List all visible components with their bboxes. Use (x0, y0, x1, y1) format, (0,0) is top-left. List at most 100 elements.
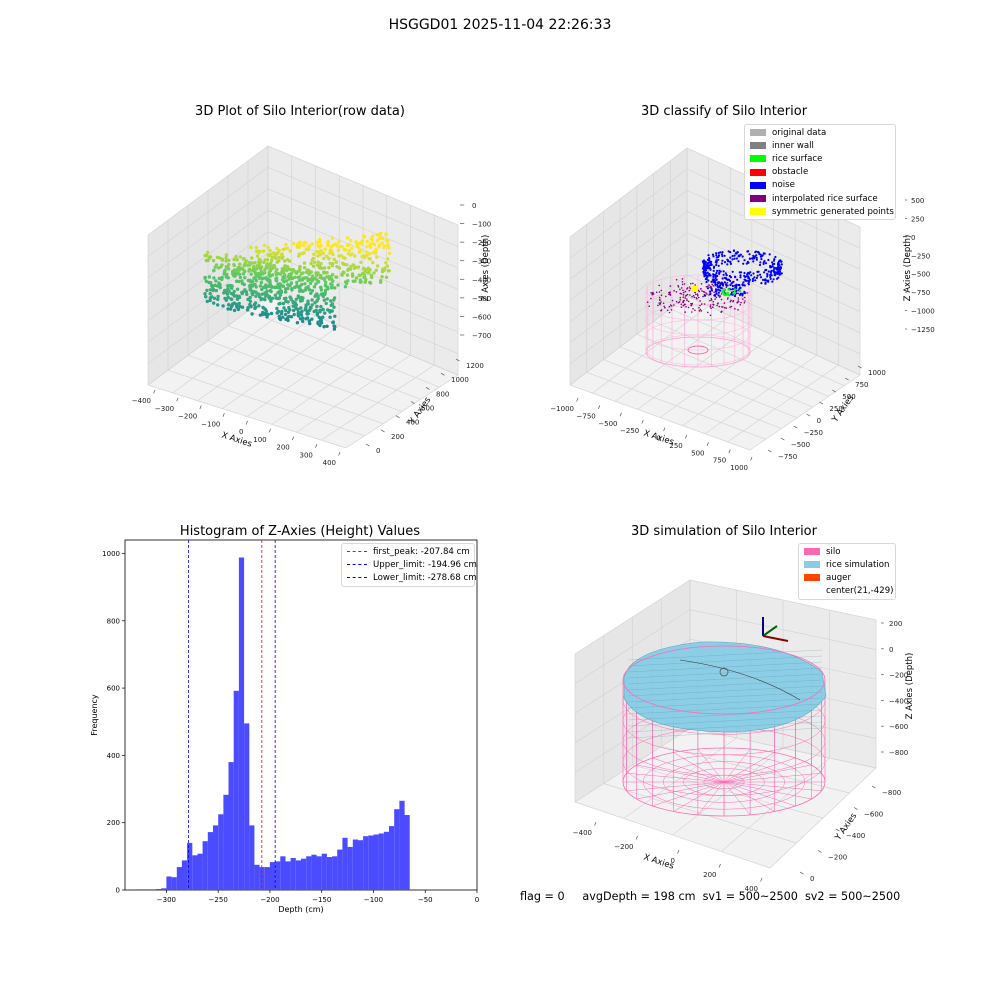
data-point (335, 265, 339, 269)
noise-point (717, 264, 720, 267)
interpolated-point (670, 309, 673, 311)
histogram-bar (140, 889, 146, 890)
noise-point (709, 263, 712, 267)
data-point (372, 243, 377, 247)
data-point (260, 277, 264, 281)
interpolated-point (692, 308, 694, 310)
data-point (330, 283, 334, 287)
interpolated-point (739, 304, 742, 306)
interpolated-point (710, 299, 713, 301)
noise-point (718, 286, 721, 289)
noise-point (710, 287, 713, 290)
noise-point (769, 266, 772, 269)
x-axis-tick (598, 405, 601, 410)
data-point (290, 288, 294, 292)
data-point (276, 296, 280, 301)
histogram-bar (202, 841, 208, 890)
floor-pane (575, 728, 876, 868)
data-point (310, 298, 314, 302)
data-point (263, 268, 267, 272)
noise-point (741, 292, 744, 295)
interpolated-point (712, 306, 714, 309)
gridline (147, 209, 459, 300)
x-axis-tick (677, 849, 680, 854)
interpolated-point (703, 291, 706, 293)
data-point (363, 269, 367, 274)
histogram-bar (373, 834, 379, 890)
interpolated-point (665, 295, 667, 298)
data-point (230, 286, 234, 290)
gridline (569, 253, 861, 343)
x-axis-tick-label: 250 (669, 442, 682, 450)
x-axis-label: X Axies (220, 430, 253, 449)
data-point (227, 303, 231, 307)
silo-floor-spoke (723, 781, 751, 815)
data-point (312, 252, 316, 256)
z-axis-tick-label: 0 (911, 234, 915, 242)
noise-point (730, 293, 733, 296)
interpolated-point (690, 282, 692, 285)
noise-point (755, 258, 758, 261)
rice-surface-point (732, 291, 735, 295)
data-point (257, 257, 261, 262)
data-point (220, 263, 224, 267)
y-axis-tick (817, 850, 822, 853)
data-point (259, 280, 264, 285)
center-mark (687, 345, 709, 355)
noise-point (712, 255, 715, 258)
data-point (309, 291, 313, 295)
z-axis-tick-label: −1250 (911, 326, 935, 334)
gridline (574, 638, 877, 714)
noise-point (731, 254, 734, 258)
data-point (209, 281, 213, 285)
noise-point (736, 278, 739, 281)
noise-point (715, 292, 718, 295)
noise-point (763, 252, 766, 255)
data-point (292, 312, 296, 317)
interpolated-point (700, 283, 703, 285)
data-point (380, 241, 384, 245)
noise-point (716, 274, 719, 278)
data-point (212, 296, 217, 300)
data-point (234, 268, 239, 272)
noise-point (743, 271, 746, 275)
symmetric-point (692, 286, 698, 292)
histogram-bar (249, 825, 255, 890)
data-point (293, 275, 297, 279)
noise-point (716, 269, 719, 272)
histogram-bar (352, 839, 358, 890)
legend-item-silo: silo (799, 545, 895, 558)
gridline (727, 364, 839, 443)
interpolated-point (690, 304, 692, 307)
data-point (261, 249, 266, 253)
data-point (316, 244, 320, 248)
data-point (281, 247, 285, 252)
rice-surface-point (723, 288, 727, 292)
data-point (220, 275, 224, 280)
noise-point (755, 276, 758, 279)
gridline (603, 783, 797, 844)
noise-point (731, 284, 734, 288)
noise-point (766, 272, 769, 275)
interpolated-point (689, 294, 691, 296)
data-point (272, 264, 277, 269)
data-point (384, 275, 389, 279)
legend-swatch (750, 168, 766, 176)
interpolated-point (720, 311, 722, 313)
x-axis-tick (619, 412, 622, 417)
noise-point (726, 263, 729, 266)
data-point (307, 272, 311, 276)
data-point (237, 301, 241, 306)
silo-floor-spoke (652, 757, 725, 783)
interpolated-point (660, 294, 663, 297)
data-point (321, 307, 325, 312)
rice-surface-point (725, 293, 729, 296)
interpolated-point (658, 302, 660, 304)
histogram-bar (181, 860, 188, 890)
data-point (275, 306, 279, 311)
data-point (205, 288, 209, 293)
data-point (295, 307, 299, 311)
data-point (331, 243, 335, 247)
interpolated-point (737, 299, 740, 301)
data-point (310, 289, 315, 293)
